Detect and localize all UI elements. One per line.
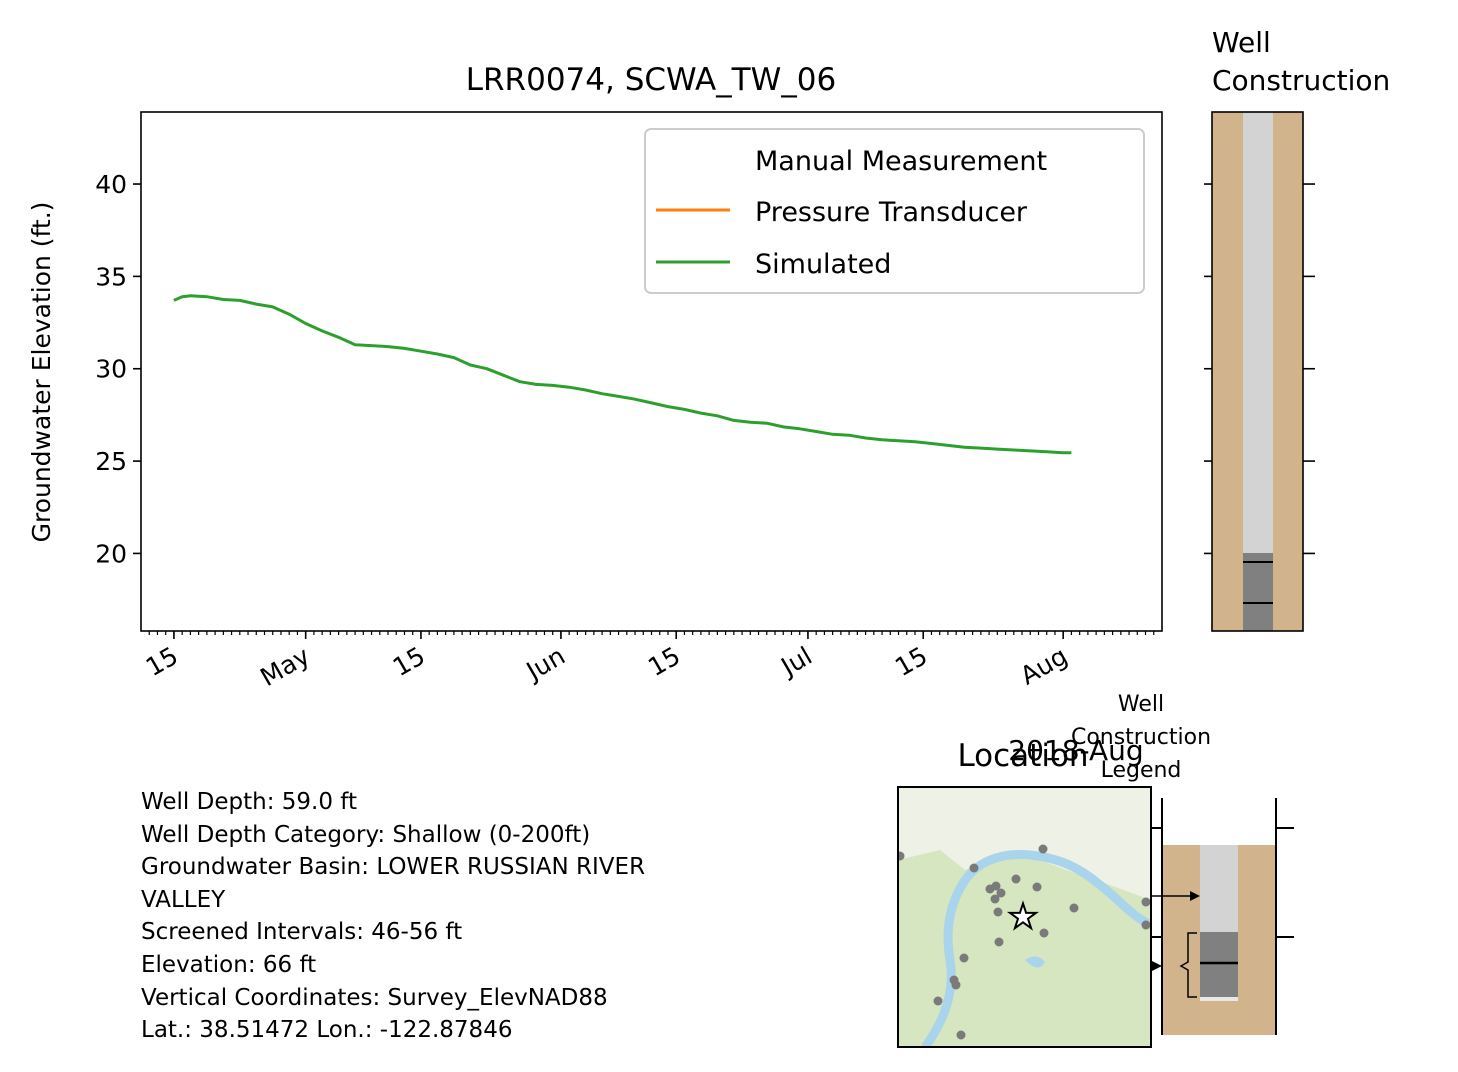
map-point [990, 894, 1000, 904]
legend-arrowhead-2 [1152, 961, 1162, 971]
main-chart: LRR0074, SCWA_TW_06 Groundwater Elevatio… [27, 62, 1163, 767]
legend: Manual Measurement Pressure Transducer S… [644, 128, 1145, 294]
map-point [1069, 903, 1079, 913]
y-tick-label: 25 [95, 447, 127, 476]
info-line: Lat.: 38.51472 Lon.: -122.87846 [141, 1017, 513, 1044]
map-point [1141, 897, 1151, 907]
legend-well-title-1: Well [1118, 692, 1164, 717]
map-point [898, 851, 905, 861]
well-ticks [1204, 183, 1315, 555]
info-line: Groundwater Basin: LOWER RUSSIAN RIVER [141, 854, 646, 881]
x-tick-label: 15 [141, 641, 183, 682]
well-frame [1211, 111, 1304, 632]
map-point [1032, 882, 1042, 892]
chart-title: LRR0074, SCWA_TW_06 [466, 62, 836, 98]
map-vegetation-2 [900, 920, 955, 1010]
x-tick-label: Jul [775, 641, 817, 682]
x-tick-label: Jun [520, 641, 570, 687]
y-tick-label: 30 [95, 355, 127, 384]
y-axis-label: Groundwater Elevation (ft.) [27, 202, 56, 543]
legend-well-title-2: Construction [1071, 725, 1211, 750]
info-line: Well Depth: 59.0 ft [141, 789, 357, 815]
info-line: VALLEY [141, 886, 226, 913]
map-point [933, 996, 943, 1006]
plot-frame [140, 111, 1163, 632]
legend-entry-pressure: Pressure Transducer [755, 197, 1028, 228]
map-point [956, 1030, 966, 1040]
location-map: Location ★ [897, 738, 1152, 1048]
well-screen [1243, 553, 1273, 631]
legend-screen-bottom [1200, 997, 1238, 1001]
x-tick-label: Aug [1015, 641, 1072, 691]
info-line: Elevation: 66 ft [141, 951, 317, 978]
map-vegetation [898, 850, 1151, 1047]
y-tick-label: 35 [95, 262, 127, 291]
map-point [1039, 928, 1049, 938]
map-point [1038, 844, 1048, 854]
y-ticks: 20 25 30 35 40 [95, 170, 141, 568]
legend-arrowhead [1190, 891, 1200, 901]
map-point [1011, 874, 1021, 884]
map-lake [1025, 956, 1045, 968]
map-point [991, 881, 1001, 891]
map-point [996, 888, 1006, 898]
info-line: Well Depth Category: Shallow (0-200ft) [141, 821, 591, 848]
well-construction-legend: Well Construction Legend [1071, 692, 1294, 1035]
well-title-line-2: Construction [1212, 64, 1390, 97]
series-group [173, 294, 1072, 455]
y-tick-label: 40 [95, 170, 127, 199]
map-river [921, 849, 1151, 1047]
x-tick-label: 15 [643, 641, 685, 682]
legend-screen [1200, 932, 1238, 997]
series-line-simulated [173, 294, 1072, 455]
map-points [898, 844, 1151, 1040]
x-ticks: 15 May 15 Jun 15 Jul 15 Aug [141, 631, 1155, 692]
info-line: Screened Intervals: 46-56 ft [141, 919, 463, 946]
map-point [994, 937, 1004, 947]
legend-entry-manual: Manual Measurement [755, 146, 1047, 177]
x-tick-label: May [255, 641, 314, 692]
well-info: Well Depth: 59.0 ft Well Depth Category:… [141, 786, 801, 1047]
legend-entry-simulated: Simulated [755, 249, 891, 280]
map-point [959, 953, 969, 963]
well-title-line-1: Well [1212, 26, 1271, 59]
well-casing [1243, 112, 1273, 553]
well-construction-panel: Well Construction [1204, 26, 1390, 632]
map-point [1141, 920, 1151, 930]
x-tick-label: 15 [890, 641, 932, 682]
legend-frame [644, 128, 1145, 294]
star-icon: ★ [1008, 897, 1038, 937]
map-point [993, 907, 1003, 917]
map-point [951, 980, 961, 990]
x-tick-label: 15 [388, 641, 430, 682]
map-point [969, 863, 979, 873]
legend-casing [1200, 845, 1238, 932]
map-title: Location [957, 738, 1088, 774]
y-tick-label: 20 [95, 539, 127, 568]
legend-bracket [1179, 932, 1197, 998]
map-frame [897, 786, 1152, 1048]
legend-well-title-3: Legend [1101, 758, 1182, 783]
info-line: Vertical Coordinates: Survey_ElevNAD88 [141, 984, 608, 1011]
x-offset-label: 2018-Aug [1008, 734, 1143, 767]
